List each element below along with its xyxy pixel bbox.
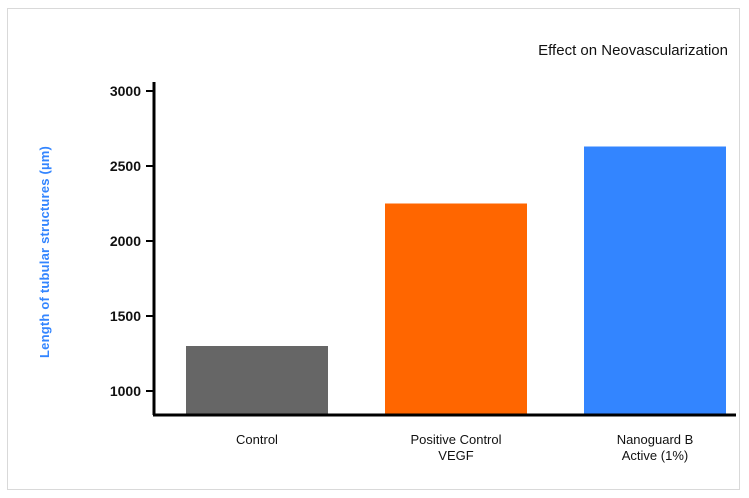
bars (186, 146, 726, 415)
y-tick-label: 2500 (110, 158, 141, 174)
y-tick-label: 1000 (110, 383, 141, 399)
x-tick-label: Nanoguard B Active (1%) (617, 432, 694, 463)
y-tick-label: 1500 (110, 308, 141, 324)
x-tick-label-line: Nanoguard B (617, 432, 694, 447)
chart-title: Effect on Neovascularization (538, 42, 728, 59)
x-tick-label: Positive Control VEGF (410, 432, 501, 463)
x-tick-label: Control (236, 432, 278, 447)
y-tick-label: 2000 (110, 233, 141, 249)
x-labels: Control Positive Control VEGF Nanoguard B Ac… (236, 432, 693, 463)
y-ticks: 1000 1500 2000 2500 3000 (110, 83, 154, 399)
x-tick-label-line: Positive Control (410, 432, 501, 447)
y-tick-label: 3000 (110, 83, 141, 99)
bar (385, 203, 527, 415)
axes (152, 82, 736, 417)
x-tick-label-line: VEGF (438, 448, 473, 463)
x-tick-label-line: Active (1%) (622, 448, 688, 463)
x-tick-label-line: Control (236, 432, 278, 447)
y-axis-label: Length of tubular structures (µm) (37, 146, 52, 358)
bar (186, 346, 328, 415)
bar (584, 146, 726, 415)
